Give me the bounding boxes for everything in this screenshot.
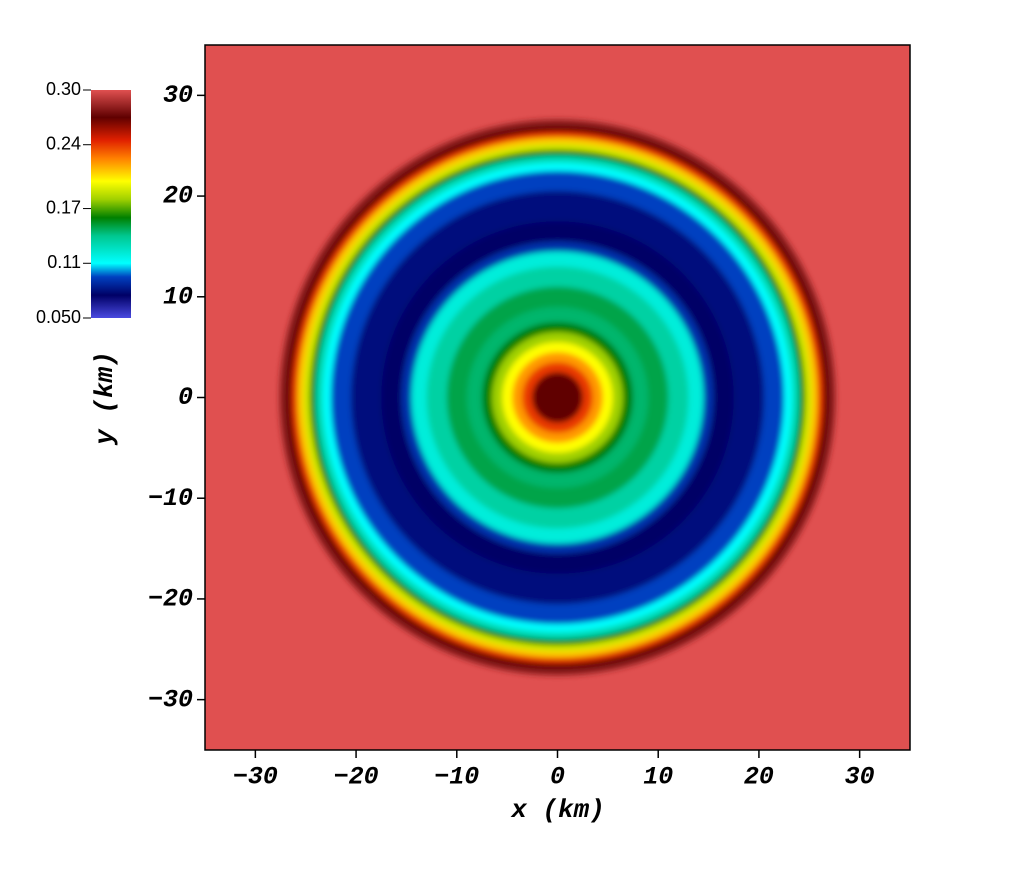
x-tick-label: −10 — [434, 763, 479, 792]
x-tick-label: 0 — [550, 763, 565, 792]
colorbar-tick-label: 0.24 — [46, 133, 81, 153]
field — [279, 119, 836, 676]
x-tick-label: 20 — [744, 763, 774, 792]
colorbar-tick-label: 0.050 — [36, 307, 81, 327]
y-tick-label: 30 — [163, 81, 193, 110]
colorbar-tick-label: 0.17 — [46, 197, 81, 217]
y-tick-label: −10 — [148, 484, 193, 513]
y-tick-label: −20 — [148, 585, 193, 614]
y-tick-label: 10 — [163, 282, 193, 311]
x-tick-label: 10 — [643, 763, 673, 792]
colorbar-tick-label: 0.30 — [46, 79, 81, 99]
x-tick-label: 30 — [845, 763, 875, 792]
field-ring — [532, 372, 583, 423]
colorbar-tick-label: 0.11 — [47, 252, 81, 272]
x-tick-label: −20 — [334, 763, 379, 792]
y-axis-label: y (km) — [90, 351, 120, 446]
y-tick-label: −30 — [148, 685, 193, 714]
x-axis-label: x (km) — [510, 795, 605, 825]
y-tick-label: 20 — [163, 182, 193, 211]
y-tick-label: 0 — [178, 383, 193, 412]
x-tick-label: −30 — [233, 763, 278, 792]
colorbar — [91, 90, 131, 318]
